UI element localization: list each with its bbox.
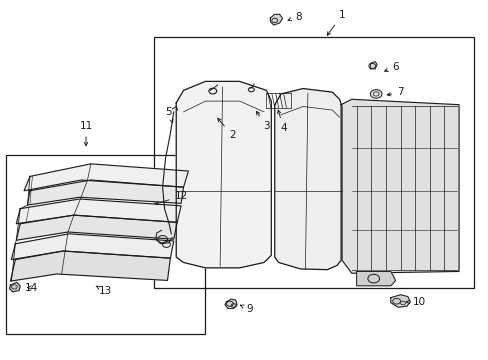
Text: 3: 3 xyxy=(256,111,269,131)
Text: 5: 5 xyxy=(165,107,173,123)
Polygon shape xyxy=(224,299,237,309)
Polygon shape xyxy=(11,234,173,260)
Text: 13: 13 xyxy=(96,286,112,296)
Text: 1: 1 xyxy=(326,10,345,35)
Bar xyxy=(154,37,473,288)
Text: 6: 6 xyxy=(384,62,398,72)
Polygon shape xyxy=(369,62,376,69)
Text: 4: 4 xyxy=(277,110,286,133)
Polygon shape xyxy=(24,164,188,191)
Text: 7: 7 xyxy=(386,87,403,97)
Text: 12: 12 xyxy=(155,191,187,204)
Polygon shape xyxy=(27,180,183,205)
Text: 10: 10 xyxy=(406,297,425,307)
Polygon shape xyxy=(176,81,271,268)
Polygon shape xyxy=(16,215,177,240)
Polygon shape xyxy=(16,199,181,224)
Text: 11: 11 xyxy=(79,121,92,146)
Polygon shape xyxy=(10,251,170,281)
Polygon shape xyxy=(356,271,395,286)
Text: 9: 9 xyxy=(240,304,252,314)
Polygon shape xyxy=(270,14,282,25)
Polygon shape xyxy=(390,295,409,307)
Polygon shape xyxy=(9,282,20,292)
Text: 14: 14 xyxy=(25,283,38,293)
Text: 2: 2 xyxy=(217,118,235,140)
Polygon shape xyxy=(340,99,458,273)
Circle shape xyxy=(369,90,381,98)
Text: 8: 8 xyxy=(287,12,301,22)
Bar xyxy=(5,155,205,334)
Polygon shape xyxy=(274,89,341,270)
